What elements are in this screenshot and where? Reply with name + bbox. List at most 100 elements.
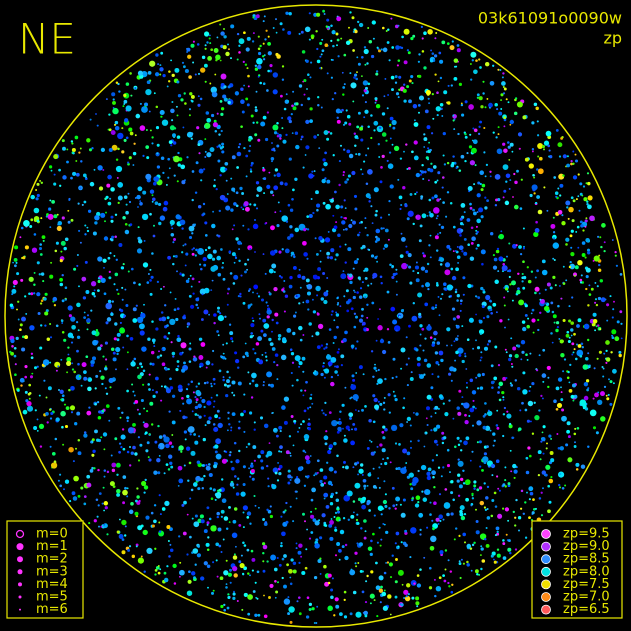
star: [279, 22, 283, 26]
star: [246, 511, 252, 516]
star: [249, 382, 252, 385]
star: [600, 297, 606, 303]
star: [509, 119, 514, 125]
star: [454, 359, 457, 362]
zp-label: zp=7.0: [563, 590, 610, 605]
star: [473, 69, 478, 75]
star: [227, 85, 231, 89]
star: [428, 198, 432, 202]
star: [223, 28, 225, 30]
star: [431, 196, 435, 200]
star: [312, 274, 318, 280]
star: [222, 538, 225, 541]
star: [138, 412, 141, 416]
star: [330, 381, 335, 387]
star: [351, 170, 356, 176]
star: [564, 484, 567, 487]
star: [240, 554, 243, 557]
star: [531, 121, 535, 125]
star: [513, 469, 518, 474]
star: [483, 482, 486, 485]
star: [304, 520, 306, 523]
star: [175, 368, 179, 372]
star: [222, 94, 227, 99]
star: [366, 485, 369, 487]
star: [458, 82, 462, 86]
star: [174, 297, 177, 300]
star: [534, 201, 538, 205]
star: [585, 182, 588, 185]
star: [14, 245, 19, 250]
star: [205, 111, 210, 115]
star: [121, 428, 125, 431]
star: [496, 548, 500, 551]
star: [83, 370, 87, 374]
star: [28, 276, 34, 282]
star: [365, 154, 368, 157]
star: [522, 286, 526, 290]
star: [364, 405, 367, 408]
star: [454, 445, 457, 449]
star: [418, 512, 424, 518]
star: [380, 513, 383, 516]
star: [40, 181, 44, 185]
star: [331, 577, 334, 580]
star: [97, 504, 100, 507]
star: [118, 450, 121, 454]
star: [287, 481, 291, 485]
star: [580, 464, 586, 469]
star: [105, 195, 109, 199]
star: [417, 501, 420, 504]
star: [145, 515, 150, 520]
star: [341, 108, 344, 112]
star: [73, 370, 77, 374]
zp-label: zp=8.0: [563, 564, 610, 579]
star: [315, 622, 318, 624]
star: [448, 372, 452, 376]
star: [317, 558, 322, 564]
star: [28, 397, 31, 400]
star: [101, 382, 104, 386]
star: [485, 294, 491, 301]
star: [202, 437, 206, 442]
star: [284, 248, 290, 254]
star: [175, 105, 178, 108]
star: [334, 554, 338, 557]
star: [579, 354, 583, 358]
star: [319, 479, 323, 484]
star: [71, 142, 74, 145]
star: [341, 403, 345, 407]
star: [503, 148, 508, 153]
star: [550, 476, 553, 479]
star: [122, 263, 125, 266]
star: [108, 419, 111, 422]
star: [33, 425, 38, 431]
star: [181, 251, 184, 254]
star: [450, 344, 453, 347]
star: [361, 504, 366, 510]
star: [269, 583, 274, 588]
star: [116, 488, 121, 494]
star: [413, 140, 418, 145]
star: [122, 105, 125, 108]
star: [552, 242, 560, 249]
star: [338, 183, 341, 187]
star: [26, 400, 32, 407]
star: [587, 387, 590, 390]
star: [600, 391, 605, 397]
star: [213, 321, 216, 325]
star: [62, 175, 67, 180]
star: [379, 180, 383, 184]
star: [470, 51, 477, 58]
star: [474, 295, 478, 298]
star: [418, 53, 421, 56]
star: [59, 282, 64, 287]
star: [316, 605, 319, 608]
star: [236, 58, 239, 61]
star: [282, 510, 286, 514]
star: [306, 596, 310, 600]
star: [574, 265, 579, 270]
star: [405, 462, 408, 464]
star: [355, 611, 362, 618]
star: [117, 201, 120, 205]
